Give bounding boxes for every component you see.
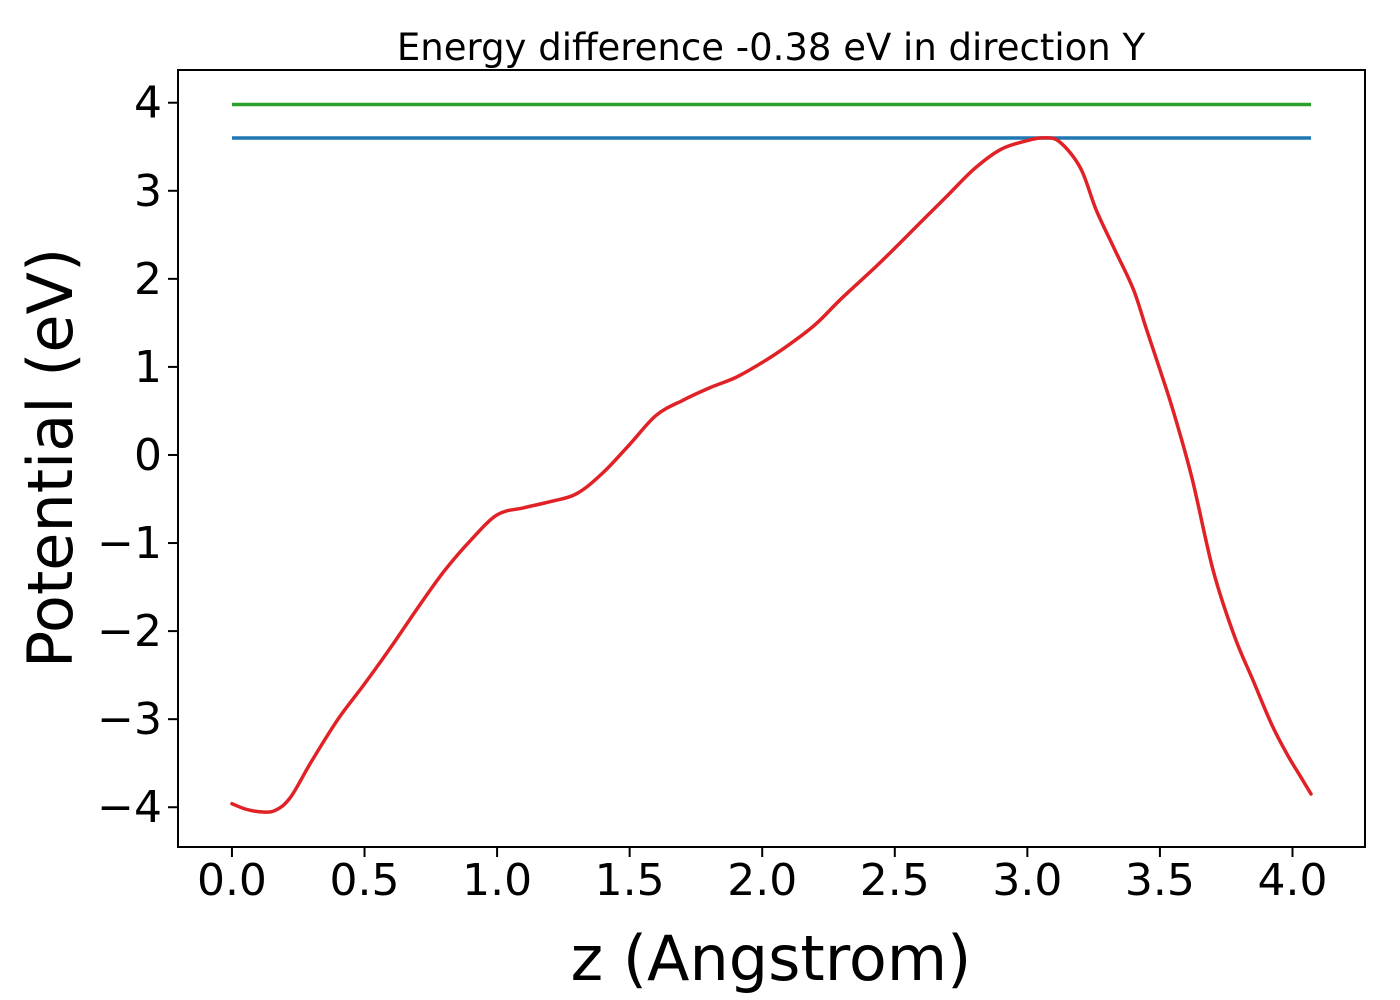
x-tick-label: 0.0 <box>197 855 267 906</box>
x-tick-label: 2.5 <box>860 855 930 906</box>
x-tick-label: 2.0 <box>727 855 797 906</box>
x-tick-label: 4.0 <box>1257 855 1327 906</box>
axis-ticks-group <box>168 101 1294 857</box>
y-tick-label: 1 <box>134 342 162 393</box>
x-tick-label: 1.0 <box>462 855 532 906</box>
y-tick-label: −3 <box>97 694 162 745</box>
y-tick-label: 4 <box>134 78 162 129</box>
potential-curve-group <box>230 136 1313 814</box>
x-tick-label: 3.0 <box>992 855 1062 906</box>
chart-title: Energy difference -0.38 eV in direction … <box>397 26 1146 69</box>
y-tick-label: −1 <box>97 518 162 569</box>
y-tick-label: 0 <box>134 430 162 481</box>
x-tick-label: 1.5 <box>595 855 665 906</box>
reference-lines-group <box>231 102 1312 140</box>
y-axis-label: Potential (eV) <box>14 248 87 668</box>
y-tick-label: 3 <box>134 166 162 217</box>
y-tick-label: −4 <box>97 782 162 833</box>
y-tick-label: 2 <box>134 254 162 305</box>
potential-profile <box>230 136 1313 814</box>
x-tick-label: 0.5 <box>330 855 400 906</box>
x-axis-label: z (Angstrom) <box>571 922 972 995</box>
x-tick-label: 3.5 <box>1125 855 1195 906</box>
y-tick-label: −2 <box>97 606 162 657</box>
axis-tick-labels-group: 0.0 0.5 1.0 1.5 2.0 2.5 3.0 3.5 4.0 −4 −3 −2 −1 0 1 2 3 4 <box>97 78 1327 906</box>
plot-border <box>177 69 1366 848</box>
